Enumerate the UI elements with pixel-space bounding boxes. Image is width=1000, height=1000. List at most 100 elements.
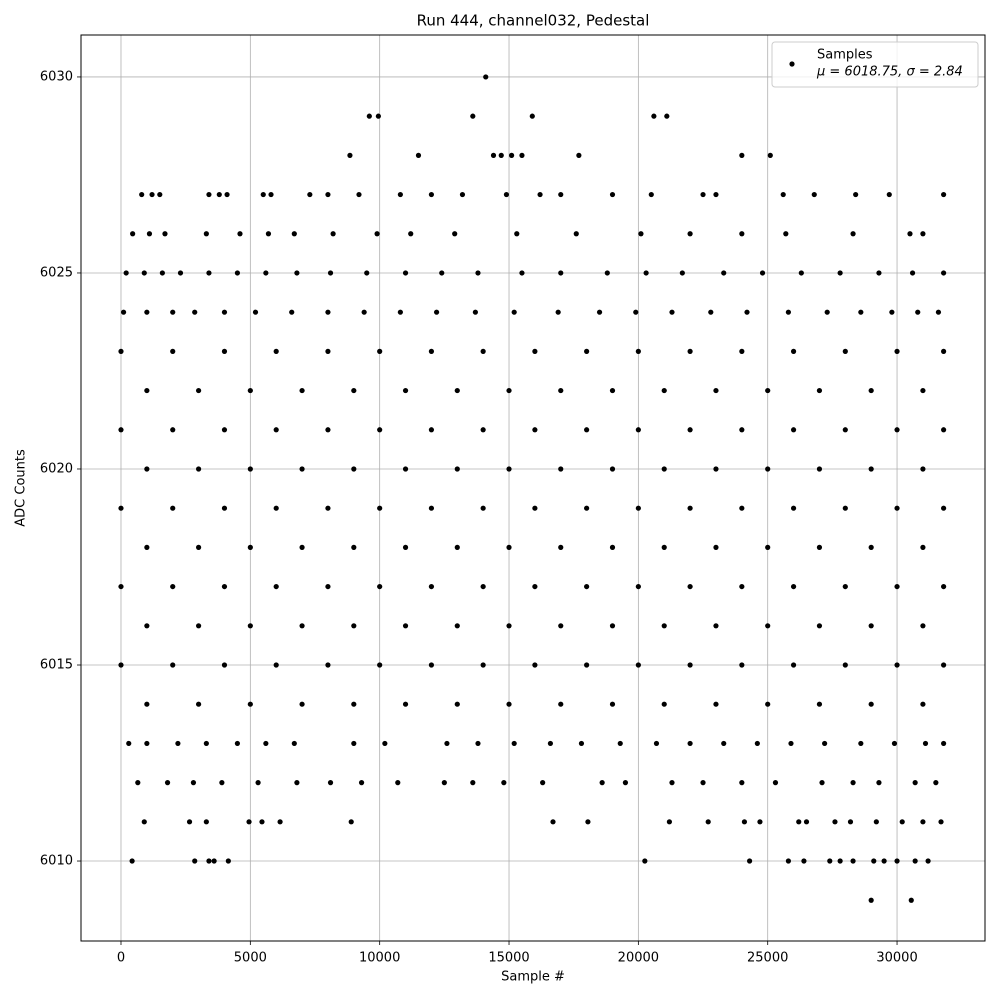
point bbox=[765, 544, 771, 550]
point bbox=[850, 231, 856, 237]
point bbox=[638, 231, 644, 237]
point bbox=[325, 427, 331, 433]
point bbox=[402, 387, 409, 394]
point bbox=[651, 113, 657, 119]
point bbox=[798, 270, 804, 276]
point bbox=[894, 662, 900, 668]
point bbox=[609, 623, 616, 629]
point bbox=[920, 623, 926, 629]
point bbox=[506, 544, 512, 550]
point bbox=[327, 780, 334, 786]
point bbox=[596, 309, 603, 315]
point bbox=[144, 623, 150, 629]
point bbox=[765, 623, 771, 629]
x-tick-label: 15000 bbox=[488, 951, 529, 966]
point bbox=[609, 544, 616, 550]
point bbox=[120, 309, 127, 315]
point bbox=[868, 466, 874, 472]
point bbox=[801, 858, 807, 864]
point bbox=[498, 152, 504, 158]
point bbox=[837, 270, 843, 276]
point bbox=[687, 231, 693, 237]
point bbox=[558, 191, 564, 198]
point bbox=[941, 427, 947, 433]
point bbox=[247, 466, 253, 472]
point bbox=[330, 231, 336, 237]
point bbox=[721, 270, 727, 276]
point bbox=[687, 662, 693, 668]
point bbox=[633, 309, 639, 315]
point bbox=[547, 740, 554, 747]
point bbox=[408, 231, 414, 237]
point bbox=[635, 427, 641, 433]
point bbox=[842, 427, 848, 433]
point bbox=[361, 309, 367, 315]
point bbox=[159, 270, 165, 276]
point bbox=[558, 544, 564, 550]
point bbox=[268, 191, 274, 198]
point bbox=[203, 819, 209, 825]
point bbox=[149, 191, 155, 198]
point bbox=[126, 740, 132, 747]
point bbox=[162, 231, 168, 237]
point bbox=[325, 662, 331, 668]
point bbox=[754, 740, 760, 747]
point bbox=[790, 583, 797, 590]
point bbox=[294, 270, 300, 276]
legend: Samples μ = 6018.75, σ = 2.84 bbox=[771, 41, 979, 88]
point bbox=[470, 780, 476, 786]
point bbox=[519, 152, 525, 158]
point bbox=[144, 740, 150, 747]
point bbox=[765, 701, 771, 707]
point bbox=[192, 858, 198, 864]
point bbox=[501, 780, 507, 786]
point bbox=[377, 427, 383, 433]
point bbox=[480, 662, 486, 668]
point bbox=[402, 270, 409, 276]
point bbox=[687, 427, 693, 433]
point bbox=[894, 348, 900, 354]
point bbox=[475, 270, 481, 276]
point bbox=[428, 583, 435, 590]
point bbox=[816, 387, 823, 394]
point bbox=[472, 309, 478, 315]
point bbox=[299, 701, 305, 707]
point bbox=[920, 544, 926, 550]
point bbox=[584, 348, 590, 354]
point bbox=[739, 152, 745, 158]
point bbox=[635, 662, 641, 668]
point bbox=[661, 387, 667, 394]
point bbox=[364, 270, 370, 276]
point bbox=[118, 662, 124, 668]
point bbox=[827, 858, 833, 864]
point bbox=[540, 780, 546, 786]
point bbox=[118, 427, 124, 433]
point bbox=[454, 387, 460, 394]
point bbox=[938, 819, 944, 825]
point bbox=[382, 740, 388, 747]
point bbox=[351, 544, 357, 550]
point bbox=[177, 270, 184, 276]
point bbox=[803, 819, 810, 825]
point bbox=[141, 270, 147, 276]
point bbox=[687, 505, 693, 511]
point bbox=[635, 348, 641, 354]
point bbox=[475, 740, 481, 747]
y-tick-label: 6020 bbox=[40, 461, 73, 476]
point bbox=[891, 740, 898, 747]
point bbox=[822, 740, 828, 747]
point bbox=[289, 309, 295, 315]
point bbox=[941, 505, 947, 511]
point bbox=[294, 780, 300, 786]
y-tick-label: 6015 bbox=[40, 658, 73, 673]
point bbox=[141, 819, 147, 825]
point bbox=[428, 662, 435, 668]
point bbox=[653, 740, 660, 747]
point bbox=[428, 348, 435, 354]
point bbox=[358, 780, 365, 786]
point bbox=[925, 858, 931, 864]
point bbox=[402, 623, 409, 629]
point bbox=[713, 387, 719, 394]
legend-box bbox=[771, 41, 979, 88]
legend-label: Samples bbox=[817, 48, 873, 63]
